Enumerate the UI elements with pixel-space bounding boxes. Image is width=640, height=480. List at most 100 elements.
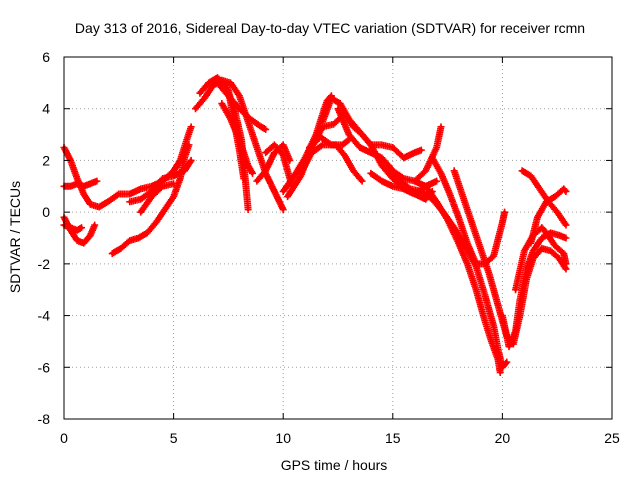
data-point [402,187,406,191]
data-point [220,101,224,106]
data-point [163,207,167,212]
data-point [250,171,255,175]
data-point [318,135,323,139]
data-point [402,156,406,160]
data-point [161,176,165,181]
data-point [136,236,141,240]
data-point [351,169,355,173]
data-point [496,303,500,307]
series-arc-7 [137,180,178,216]
data-point [564,267,568,271]
data-point [248,117,252,121]
data-point [338,101,342,106]
data-point [492,254,496,258]
x-tick-label: 0 [60,430,68,446]
data-point [340,143,344,147]
data-point [215,76,220,80]
x-axis-label: GPS time / hours [281,457,388,473]
data-point [391,145,395,150]
data-point [419,189,423,194]
data-point [228,81,233,85]
data-point [540,226,544,230]
data-point [489,339,494,344]
x-tick-label: 5 [170,430,178,446]
data-point [448,192,452,196]
data-point [435,200,439,204]
data-point [380,179,384,183]
data-point [82,241,86,245]
x-tick-label: 20 [495,430,511,446]
series-arc-6 [126,156,195,206]
data-point [292,174,296,178]
data-point [529,174,533,178]
data-point [264,151,268,155]
y-tick-label: -4 [38,308,51,324]
data-point [391,176,395,181]
data-point [439,125,443,129]
data-point [557,233,561,238]
data-point [470,220,474,225]
data-point [342,153,347,157]
data-point [139,197,143,201]
data-point [540,246,544,250]
y-tick-label: 4 [42,101,50,117]
data-point [555,210,559,214]
data-point [281,207,285,212]
data-point [507,345,511,349]
data-point [452,169,456,173]
data-point [285,195,290,199]
data-point [397,179,401,183]
data-point [483,319,487,323]
data-point [498,370,502,375]
data-point [483,293,487,297]
data-point [281,143,285,147]
data-point [187,143,191,147]
data-point [430,156,434,160]
data-point [553,244,557,248]
data-point [237,148,241,152]
series-arc-24 [428,154,509,268]
y-tick-label: 6 [42,49,50,65]
data-point [117,192,121,196]
data-point [128,238,132,243]
data-point [202,96,206,100]
data-point [82,192,86,196]
data-point [307,145,312,150]
data-point [553,195,557,199]
data-point [524,267,529,271]
data-point [549,231,553,235]
x-tick-label: 10 [275,430,291,446]
series-arc-12 [224,87,248,183]
data-point [402,176,406,181]
data-point [128,192,132,196]
data-point [435,179,439,183]
data-point [408,187,412,191]
data-point [564,262,568,266]
data-point [281,153,285,157]
data-point [424,184,428,188]
data-point [424,169,428,173]
data-point [97,205,101,209]
data-point [237,94,241,98]
data-point [336,107,340,111]
data-point [272,151,277,155]
y-tick-label: -2 [38,256,51,272]
data-point [172,182,176,186]
data-point [139,210,143,214]
data-point [562,187,566,191]
x-tick-label: 15 [385,430,401,446]
data-point [321,143,325,147]
series-arc-28 [527,185,570,247]
data-point [79,226,84,230]
data-point [474,288,478,292]
data-point [461,195,465,199]
data-point [189,158,193,163]
data-point [161,184,165,188]
data-point [233,125,237,129]
data-point [513,329,518,333]
data-point [564,223,568,227]
data-point [189,125,193,129]
data-point [369,171,373,175]
data-point [88,202,92,206]
